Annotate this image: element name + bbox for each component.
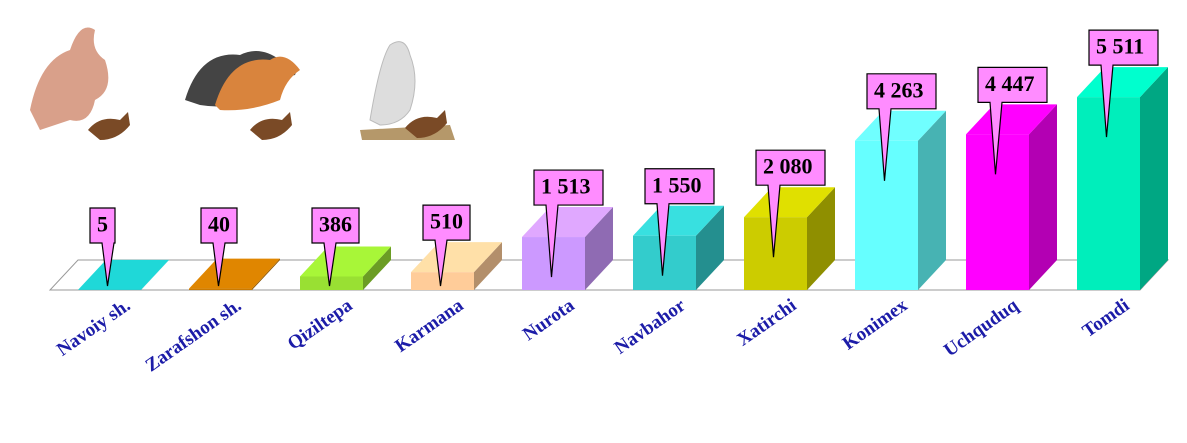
callout (200, 207, 238, 287)
callout (866, 73, 937, 181)
bar-side (696, 205, 724, 290)
horse-illustration (215, 56, 300, 111)
value-label: 4 447 (985, 71, 1035, 96)
x-tick-label: Qiziltepa (284, 295, 357, 355)
horse-illustration (88, 112, 130, 140)
x-tick-label: Navoiy sh. (53, 295, 134, 361)
x-tick-label: Uchquduq (940, 295, 1022, 362)
bar-side (1140, 67, 1168, 291)
x-tick-label: Konimex (839, 295, 912, 355)
bar-side (141, 259, 169, 290)
bar (189, 288, 252, 290)
bar-top (522, 207, 613, 238)
callout (89, 207, 116, 287)
bar-top (855, 110, 946, 141)
bar-side (918, 110, 946, 290)
callout (533, 169, 604, 278)
bar-top (744, 187, 835, 218)
bar (855, 140, 918, 290)
value-label: 386 (319, 212, 352, 237)
callout (422, 204, 471, 287)
callout (1088, 29, 1159, 138)
bar-side (807, 187, 835, 290)
bar (966, 134, 1029, 290)
bar-top (189, 258, 280, 289)
horse-illustration (405, 110, 447, 138)
bar-top (78, 259, 169, 290)
bar-top (300, 246, 391, 277)
x-tick-label: Zarafshon sh. (142, 295, 246, 376)
bar (1077, 97, 1140, 291)
callout (755, 149, 826, 258)
horse-illustration (250, 112, 292, 140)
bar (300, 276, 363, 290)
callout (311, 207, 360, 287)
horse-illustration (30, 27, 109, 130)
value-label: 1 513 (541, 174, 591, 199)
value-label: 5 (97, 212, 108, 237)
value-label: 40 (208, 212, 230, 237)
value-label: 1 550 (652, 172, 702, 197)
horse-illustrations (30, 27, 455, 140)
x-tick-label: Nurota (519, 295, 579, 346)
bar-side (363, 246, 391, 290)
x-tick-label: Xatirchi (733, 295, 800, 351)
value-label: 5 511 (1096, 34, 1144, 59)
x-tick-label: Navbahor (611, 295, 690, 359)
bar-top (966, 104, 1057, 135)
bar-top (633, 205, 724, 236)
horse-illustration (369, 41, 416, 126)
callout (644, 168, 715, 276)
bar-side (585, 207, 613, 290)
bar-side (1029, 104, 1057, 290)
bar-top (411, 242, 502, 273)
value-label: 2 080 (763, 154, 813, 179)
value-label: 510 (430, 209, 463, 234)
bar (411, 272, 474, 290)
callout (977, 66, 1048, 175)
x-tick-label: Karmana (391, 295, 467, 357)
bar-side (252, 258, 280, 290)
bar-side (474, 242, 502, 290)
value-label: 4 263 (874, 77, 924, 102)
bar-top (1077, 67, 1168, 98)
x-tick-label: Tomdi (1079, 295, 1134, 342)
